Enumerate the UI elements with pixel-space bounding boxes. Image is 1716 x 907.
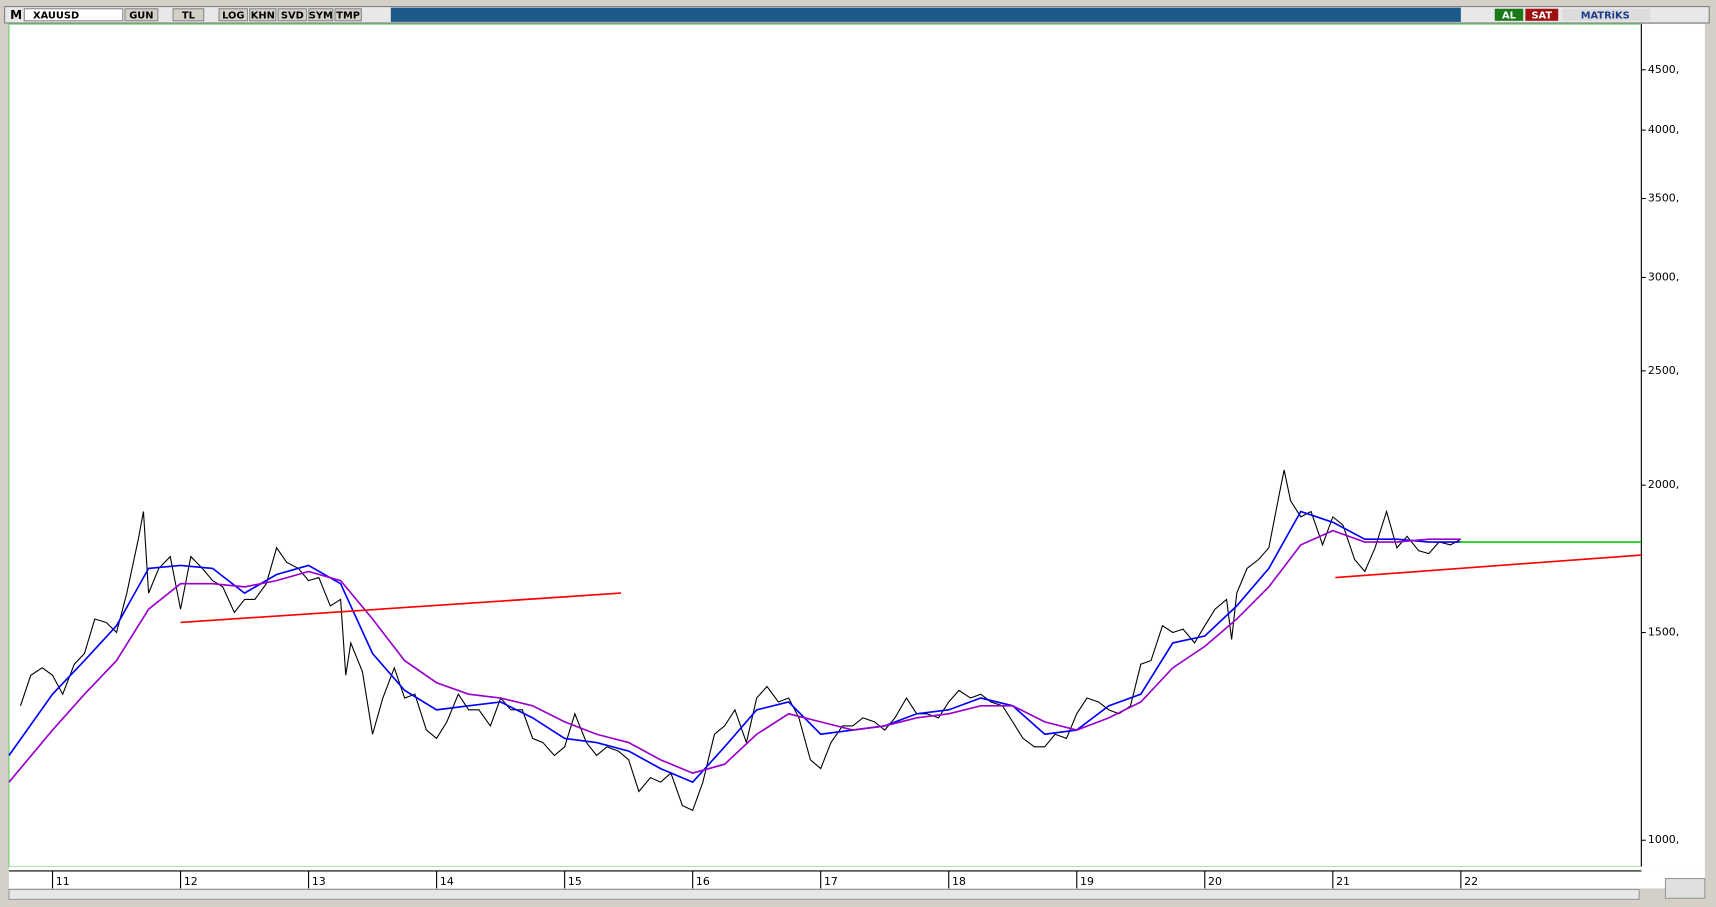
toolbar-bar [390,7,1461,22]
buy-label: AL [1502,10,1516,21]
toolbar-button[interactable] [277,8,308,22]
x-tick-label: 16 [696,875,710,888]
brand: MATRiKS [1581,10,1630,21]
toolbar-button[interactable] [308,8,334,22]
toolbar-button-label: KHN [251,10,275,21]
y-tick-label: 2500, [1648,364,1679,377]
y-tick-label: 1000, [1648,833,1679,846]
buttons: GUN TL LOG KHN SVD SYM TMP [124,8,362,22]
x-tick-label: 11 [56,875,70,888]
toolbar-button[interactable] [172,8,205,22]
toolbar-button-label: SYM [309,10,333,21]
x-axis-area [8,866,1705,889]
x-tick-label: 20 [1208,875,1222,888]
y-tick-label: 2000, [1648,478,1679,491]
sell-label: SAT [1531,10,1552,21]
x-tick-label: 12 [184,875,198,888]
series-line [1335,554,1642,579]
x-tick-label: 17 [824,875,838,888]
nav-buttons[interactable] [1664,878,1706,899]
logo: M [10,8,22,22]
x-tick-label: 21 [1336,875,1350,888]
scrollbar[interactable] [8,888,1640,900]
toolbar-button-label: TMP [336,10,360,21]
buy-button[interactable] [1494,8,1524,21]
symbol: XAUUSD [33,10,79,21]
x-tick-label: 22 [1464,875,1478,888]
toolbar-button-label: TL [182,10,195,21]
y-tick-label: 3000, [1648,270,1679,283]
y-tick-label: 4000, [1648,123,1679,136]
y-tick-label: 1500, [1648,626,1679,639]
toolbar-button[interactable] [218,8,249,22]
x-tick-label: 19 [1080,875,1094,888]
x-tick-label: 18 [952,875,966,888]
toolbar-button[interactable] [249,8,277,22]
toolbar-button-label: LOG [222,10,244,21]
series-line [180,592,622,624]
x-tick-label: 13 [312,875,326,888]
brand-box [1562,8,1651,21]
sell-button[interactable] [1525,8,1559,21]
toolbar-button-label: GUN [129,10,153,21]
symbol-box[interactable] [23,8,124,22]
series-line [19,469,1462,812]
toolbar-button[interactable] [334,8,362,22]
series-line [8,529,1461,783]
x-tick-label: 14 [440,875,454,888]
toolbar-button[interactable] [124,8,159,22]
plot-area [8,23,1642,868]
y-tick-label: 4500, [1648,63,1679,76]
x-tick-label: 15 [568,875,582,888]
toolbar-button-label: SVD [281,10,304,21]
y-tick-label: 3500, [1648,192,1679,205]
axis-area [1641,24,1705,867]
